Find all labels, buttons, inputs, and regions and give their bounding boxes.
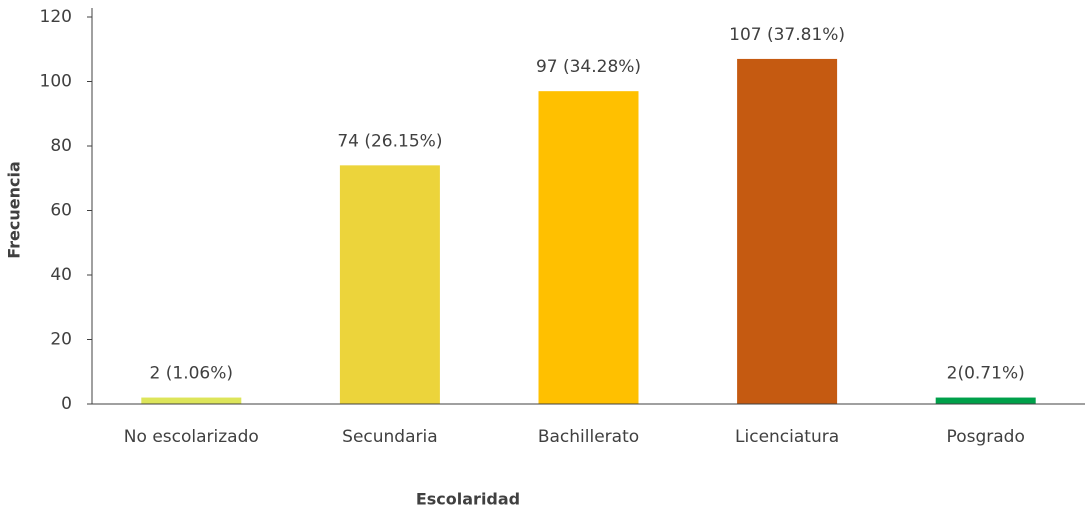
y-axis-title: Frecuencia bbox=[5, 161, 24, 259]
bar bbox=[339, 165, 440, 404]
y-tick-label: 0 bbox=[61, 394, 72, 414]
data-label: 2(0.71%) bbox=[947, 364, 1025, 384]
x-tick-label: Secundaria bbox=[342, 427, 437, 447]
y-tick-label: 120 bbox=[40, 7, 72, 27]
data-label: 107 (37.81%) bbox=[729, 25, 845, 45]
x-tick-label: Bachillerato bbox=[538, 427, 639, 447]
bar bbox=[141, 397, 242, 404]
bar bbox=[737, 58, 838, 405]
x-axis-title: Escolaridad bbox=[416, 490, 520, 509]
x-tick-label: Licenciatura bbox=[735, 427, 839, 447]
y-tick-label: 80 bbox=[50, 136, 72, 156]
y-tick-label: 60 bbox=[50, 201, 72, 221]
y-tick-label: 100 bbox=[40, 72, 72, 92]
x-tick-label: Posgrado bbox=[947, 427, 1025, 447]
x-tick-label: No escolarizado bbox=[124, 427, 259, 447]
data-label: 97 (34.28%) bbox=[536, 57, 641, 77]
y-tick-label: 40 bbox=[50, 265, 72, 285]
data-label: 74 (26.15%) bbox=[337, 131, 442, 151]
bar bbox=[935, 397, 1036, 404]
bar bbox=[538, 91, 639, 405]
y-tick-label: 20 bbox=[50, 330, 72, 350]
data-label: 2 (1.06%) bbox=[150, 364, 234, 384]
